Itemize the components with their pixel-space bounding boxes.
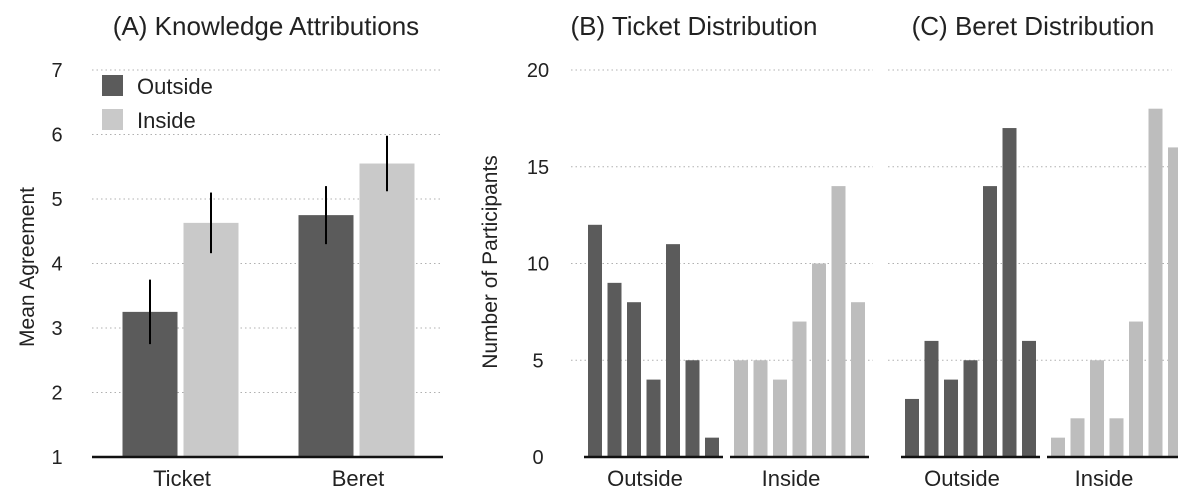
bar-outside-bin-1 [588, 224, 602, 457]
y-tick-label-1: 1 [51, 447, 62, 469]
bar-inside-ticket [183, 222, 239, 457]
legend-label-outside: Outside [137, 74, 213, 99]
bar-outside-bin-2 [924, 340, 939, 457]
panel-a-errorbars [149, 135, 388, 345]
y-tick-label-0: 0 [532, 447, 543, 469]
bar-inside-bin-1 [734, 360, 748, 457]
bar-outside-bin-2 [607, 282, 622, 457]
panel-a-category-labels: Ticket Beret [153, 466, 384, 491]
bar-inside-bin-2 [1070, 418, 1085, 457]
bar-inside-bin-1 [1051, 437, 1065, 457]
bar-outside-bin-4 [963, 360, 978, 457]
panel-a-title: (A) Knowledge Attributions [113, 11, 419, 41]
panel-a-bars [122, 163, 415, 457]
legend-label-inside: Inside [137, 108, 196, 133]
panel-a-ylabel: Mean Agreement [16, 187, 39, 347]
bar-inside-bin-4 [792, 321, 807, 457]
panel-a: (A) Knowledge Attributions Mean Agreemen… [16, 11, 443, 491]
panel-c-group-label-inside: Inside [1075, 466, 1134, 491]
bar-outside-beret [298, 215, 354, 457]
legend-swatch-outside [102, 75, 123, 96]
y-tick-label-4: 4 [51, 254, 62, 276]
bar-inside-bin-3 [773, 379, 787, 457]
category-label-ticket: Ticket [153, 466, 211, 491]
bar-inside-bin-5 [1129, 321, 1143, 457]
bar-inside-bin-3 [1090, 360, 1104, 457]
bar-outside-bin-3 [944, 379, 958, 457]
panel-c-bars [905, 108, 1178, 458]
y-tick-label-10: 10 [527, 254, 549, 276]
bar-outside-bin-7 [1022, 340, 1036, 457]
bar-outside-bin-5 [666, 244, 680, 457]
panel-b: (B) Ticket Distribution Number of Partic… [479, 11, 873, 491]
y-tick-label-5: 5 [532, 350, 543, 372]
panel-b-bars [588, 186, 865, 457]
bar-outside-bin-6 [1002, 128, 1017, 458]
panel-c-gridlines [888, 69, 1172, 361]
y-tick-label-15: 15 [527, 157, 549, 179]
bar-inside-beret [359, 163, 415, 457]
panel-b-group-label-inside: Inside [762, 466, 821, 491]
bar-outside-bin-6 [685, 360, 700, 457]
bar-outside-bin-5 [983, 186, 997, 457]
bar-inside-bin-6 [1148, 108, 1163, 457]
bar-inside-bin-7 [1168, 147, 1178, 457]
bar-inside-bin-5 [812, 263, 826, 457]
bar-outside-bin-7 [705, 437, 719, 457]
y-tick-label-6: 6 [51, 125, 62, 147]
panel-b-yticks: 0 5 10 15 20 [527, 60, 549, 469]
panel-b-ylabel: Number of Participants [479, 155, 502, 369]
legend-swatch-inside [102, 109, 123, 130]
bar-outside-bin-4 [646, 379, 661, 457]
legend: Outside Inside [102, 74, 213, 133]
panel-a-yticks: 1 2 3 4 5 6 7 [51, 60, 62, 469]
panel-c: (C) Beret Distribution Outside Inside [888, 11, 1178, 491]
y-tick-label-5: 5 [51, 189, 62, 211]
y-tick-label-20: 20 [527, 60, 549, 82]
bar-inside-bin-4 [1109, 418, 1124, 457]
y-tick-label-3: 3 [51, 318, 62, 340]
bar-outside-bin-3 [627, 302, 641, 457]
bar-inside-bin-7 [851, 302, 865, 457]
panel-c-title: (C) Beret Distribution [912, 11, 1155, 41]
panel-c-group-label-outside: Outside [924, 466, 1000, 491]
bar-inside-bin-2 [753, 360, 768, 457]
panel-b-group-label-outside: Outside [607, 466, 683, 491]
bar-inside-bin-6 [831, 186, 846, 457]
category-label-beret: Beret [332, 466, 385, 491]
bar-outside-bin-1 [905, 398, 919, 457]
y-tick-label-7: 7 [51, 60, 62, 82]
y-tick-label-2: 2 [51, 383, 62, 405]
panel-b-title: (B) Ticket Distribution [570, 11, 817, 41]
